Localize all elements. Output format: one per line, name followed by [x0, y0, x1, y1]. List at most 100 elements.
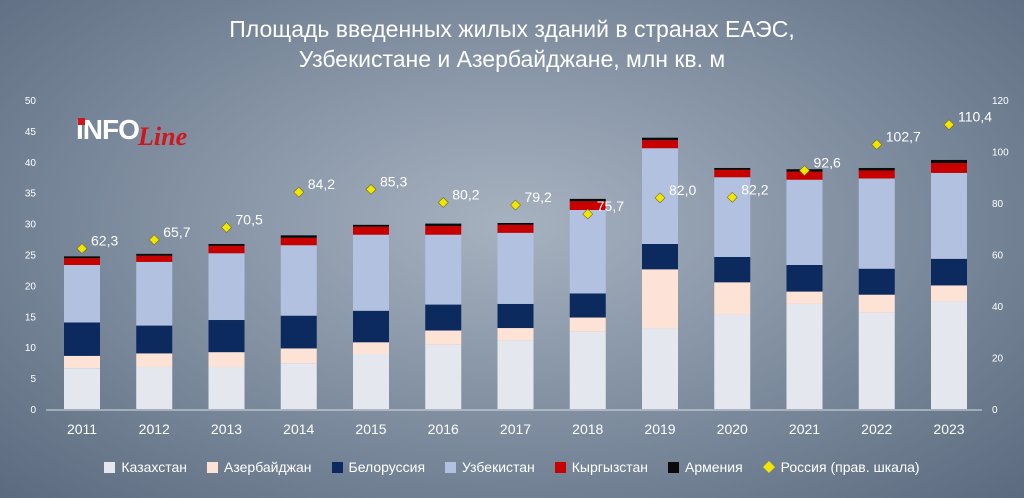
bar-segment [64, 256, 100, 259]
bar-segment [786, 291, 823, 304]
right-tick-label: 40 [992, 302, 1004, 313]
bar-segment [497, 340, 534, 409]
x-tick-label: 2023 [933, 421, 964, 437]
legend-swatch [554, 461, 566, 473]
bar-segment [642, 269, 678, 329]
bar-segment [425, 344, 462, 409]
bar-segment [569, 317, 606, 332]
bar-segment [642, 243, 678, 270]
legend-label: Белоруссия [348, 459, 426, 475]
chart-title-line-1: Площадь введенных жилых зданий в странах… [229, 16, 795, 42]
x-tick-label: 2018 [572, 421, 603, 437]
right-tick-label: 120 [992, 96, 1009, 107]
legend-swatch [331, 461, 343, 473]
bar-segment [714, 169, 751, 178]
russia-data-label: 80,2 [452, 186, 479, 202]
russia-marker [365, 183, 377, 195]
legend-item: Армения [668, 459, 743, 475]
bar-segment [642, 328, 678, 409]
bar-segment [497, 232, 534, 304]
legend-label: Россия (прав. шкала) [780, 459, 920, 475]
bar-segment [858, 178, 895, 269]
bar-segment [714, 167, 751, 170]
bar-segment [858, 294, 895, 313]
legend-label: Узбекистан [462, 459, 535, 475]
x-tick-label: 2017 [500, 421, 531, 437]
right-axis: 0 20 40 60 80 100 120 [992, 96, 1009, 416]
bar-segment [353, 353, 389, 409]
russia-data-label: 85,3 [380, 173, 407, 189]
bar-segment [714, 282, 751, 315]
right-tick-label: 80 [992, 199, 1004, 210]
right-tick-label: 20 [992, 354, 1004, 365]
bar-segment [64, 258, 100, 266]
russia-data-label: 92,6 [814, 155, 841, 171]
bar-segment [64, 322, 100, 356]
russia-marker [293, 186, 305, 198]
bar-segment [208, 253, 245, 321]
russia-marker [148, 234, 160, 246]
legend-diamond-icon [762, 461, 775, 473]
bar-segment [858, 170, 895, 179]
russia-data-label: 82,2 [741, 181, 768, 197]
bar-segment [280, 363, 317, 409]
legend-label: Армения [685, 459, 743, 475]
left-tick-label: 30 [25, 220, 37, 231]
bar-segment [931, 301, 967, 409]
left-tick-label: 25 [25, 251, 37, 262]
logo-line-text: Line [138, 122, 188, 151]
russia-data-label: 79,2 [525, 189, 552, 205]
russia-data-label: 82,0 [669, 182, 696, 198]
bar-segment [136, 325, 173, 354]
bar-segment [569, 331, 606, 409]
bar-segment [425, 330, 462, 345]
left-tick-label: 10 [25, 343, 37, 354]
legend-item: Азербайджан [207, 459, 312, 475]
x-tick-label: 2020 [717, 421, 748, 437]
right-tick-label: 60 [992, 251, 1004, 262]
russia-marker [437, 197, 449, 208]
bar-segment [208, 320, 245, 353]
x-tick-label: 2013 [211, 421, 242, 437]
bar-segment [280, 315, 317, 349]
bar-segment [208, 352, 245, 367]
legend-swatch [668, 461, 679, 473]
bar-segment [569, 293, 606, 318]
russia-data-label: 75,7 [597, 198, 624, 214]
bar-segment [280, 237, 317, 246]
bar-segment [497, 328, 534, 341]
x-tick-label: 2012 [139, 421, 170, 437]
bar-segment [786, 179, 823, 266]
russia-marker [510, 199, 521, 211]
x-tick-label: 2011 [67, 421, 97, 437]
legend-diamond-shape [762, 461, 775, 473]
bar-segment [569, 201, 606, 211]
left-tick-label: 20 [25, 281, 37, 292]
russia-markers: 62,3 65,7 70,5 84,2 85,3 80,2 79,2 75,7 82,0 82,2… [76, 109, 992, 255]
bar-segment [858, 268, 895, 295]
bar-segment [425, 304, 462, 331]
legend-item: Россия (прав. шкала) [762, 459, 920, 475]
bar-segment [569, 198, 606, 202]
logo-dot [78, 118, 85, 125]
bar-segment [280, 245, 317, 316]
bar-segment [64, 355, 100, 369]
russia-data-label: 110,4 [958, 109, 992, 125]
bar-segment [786, 303, 823, 409]
bar-segment [136, 253, 173, 256]
x-tick-label: 2016 [428, 421, 459, 437]
legend-item: Белоруссия [331, 459, 426, 475]
bar-segment [208, 243, 245, 246]
left-axis: 0 5 10 15 20 25 30 35 40 45 50 [25, 96, 37, 416]
legend-item: Кыргызстан [554, 459, 648, 475]
bar-segment [425, 226, 462, 235]
left-tick-label: 40 [25, 158, 37, 169]
russia-data-label: 84,2 [308, 176, 335, 192]
bar-segment [64, 368, 100, 409]
russia-data-label: 65,7 [163, 224, 190, 240]
left-tick-label: 45 [25, 127, 37, 138]
left-tick-label: 50 [25, 96, 37, 107]
chart-title: Площадь введенных жилых зданий в странах… [0, 14, 1024, 74]
bars [64, 137, 967, 409]
bar-segment [497, 303, 534, 329]
